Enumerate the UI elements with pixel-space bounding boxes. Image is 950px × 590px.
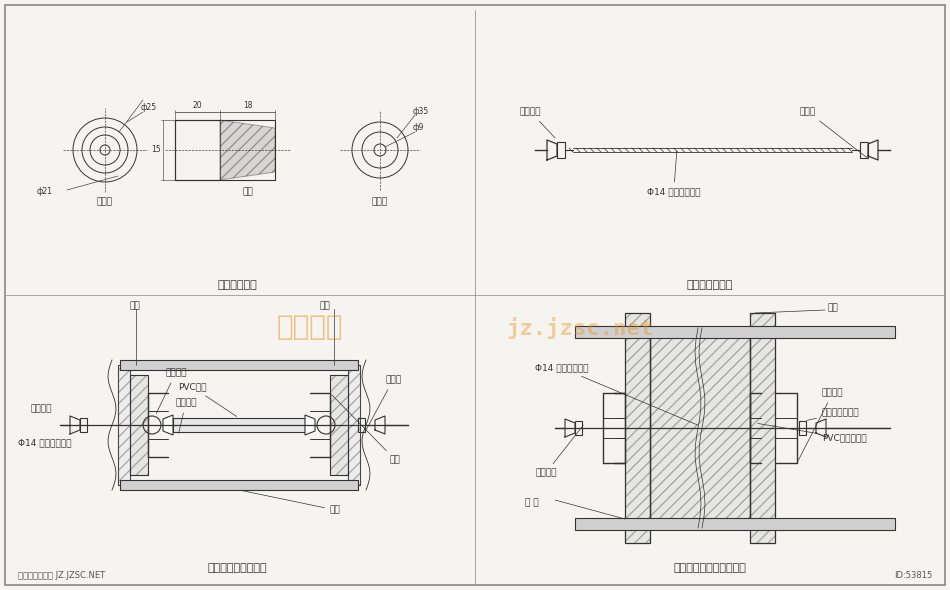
Text: 模板: 模板 (827, 303, 838, 313)
Text: Φ14 通直对拉螺杆: Φ14 通直对拉螺杆 (18, 438, 71, 447)
Bar (625, 313, 650, 543)
Text: 对拉螺杆组装示意图: 对拉螺杆组装示意图 (207, 563, 267, 573)
Text: 20: 20 (193, 101, 202, 110)
Bar (330, 375, 348, 475)
Text: 模板: 模板 (130, 301, 141, 310)
Text: 海绵圆圈: 海绵圆圈 (156, 369, 186, 414)
Bar (650, 328, 750, 528)
Text: 锁锄螺母: 锁锄螺母 (30, 405, 52, 414)
Bar (358, 418, 365, 432)
Text: PVC套管: PVC套管 (178, 382, 237, 417)
Bar (118, 365, 130, 485)
Bar (575, 518, 895, 530)
Text: 典尚素材: 典尚素材 (276, 313, 343, 341)
Text: 槽锄路器: 槽锄路器 (798, 388, 844, 461)
Bar (175, 120, 275, 180)
Text: 对拉螺杆配件图: 对拉螺杆配件图 (687, 280, 733, 290)
Bar (650, 328, 750, 528)
Text: 18: 18 (243, 101, 253, 110)
Text: PVC套管、堪头: PVC套管、堪头 (758, 424, 866, 442)
Text: 槽锄: 槽锄 (332, 395, 401, 464)
Polygon shape (163, 415, 173, 435)
Text: 典尚建筑素材网 JZ.JZSC.NET: 典尚建筑素材网 JZ.JZSC.NET (18, 571, 105, 580)
Bar (120, 480, 358, 490)
Bar (575, 421, 582, 435)
Bar (750, 313, 775, 543)
Text: jz.jzsc.net: jz.jzsc.net (506, 317, 654, 339)
Bar (348, 365, 360, 485)
Bar (575, 326, 895, 338)
Bar (175, 120, 220, 180)
Bar (118, 365, 130, 485)
Bar (330, 375, 348, 475)
Text: 右视图: 右视图 (97, 198, 113, 206)
Text: 对拉螺杆安装成品示意图: 对拉螺杆安装成品示意图 (674, 563, 747, 573)
Bar (130, 375, 148, 475)
Text: 塑料堪头: 塑料堪头 (175, 398, 197, 433)
Bar (860, 142, 868, 158)
Bar (625, 313, 650, 543)
Text: 钔垆片: 钔垆片 (800, 107, 867, 158)
Text: Φ14 通直对拉螺杆: Φ14 通直对拉螺杆 (535, 363, 697, 425)
Text: 边视: 边视 (242, 188, 253, 196)
Text: ID:53815: ID:53815 (894, 571, 932, 580)
Polygon shape (305, 415, 315, 435)
Text: ф25: ф25 (141, 103, 157, 113)
Text: 模板: 模板 (320, 301, 331, 310)
Bar (120, 360, 358, 370)
Text: 钓锄螺母、垆片: 钓锄螺母、垆片 (807, 408, 860, 421)
Text: ф9: ф9 (413, 123, 425, 133)
Text: 15: 15 (151, 146, 161, 155)
Text: Φ14 通直对拉螺杆: Φ14 通直对拉螺杆 (647, 151, 700, 196)
Text: 接头螺杆: 接头螺杆 (535, 425, 583, 477)
Bar (557, 142, 565, 158)
Bar (799, 421, 806, 435)
Bar (80, 418, 87, 432)
Text: 钔垆片: 钔垆片 (367, 375, 401, 430)
Bar (750, 313, 775, 543)
Text: 左视图: 左视图 (372, 198, 388, 206)
Bar (348, 365, 360, 485)
Text: 塑料堪头剪面: 塑料堪头剪面 (218, 280, 256, 290)
Text: 铝 樊: 铝 樊 (525, 499, 539, 507)
Bar (130, 375, 148, 475)
Text: 锁锄螺母: 锁锄螺母 (520, 107, 555, 138)
Text: ф35: ф35 (413, 107, 429, 116)
Bar (173, 418, 305, 432)
Polygon shape (220, 120, 275, 180)
Text: ф21: ф21 (37, 188, 53, 196)
Text: 铝樊: 铝樊 (241, 490, 341, 514)
